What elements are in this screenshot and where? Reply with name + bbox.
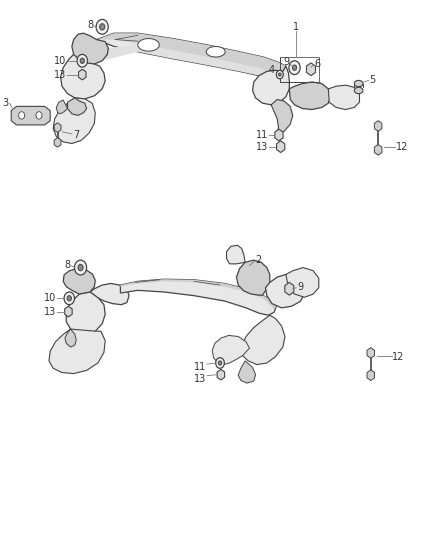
Polygon shape <box>212 335 250 365</box>
Polygon shape <box>60 54 105 99</box>
Polygon shape <box>57 100 67 114</box>
Polygon shape <box>237 260 270 295</box>
Polygon shape <box>66 292 105 334</box>
Ellipse shape <box>354 80 363 87</box>
Polygon shape <box>96 33 286 80</box>
Text: 2: 2 <box>255 255 262 265</box>
Polygon shape <box>102 45 267 76</box>
Circle shape <box>36 112 42 119</box>
Polygon shape <box>54 123 61 132</box>
Polygon shape <box>307 63 315 76</box>
Polygon shape <box>65 306 72 317</box>
Polygon shape <box>285 282 294 295</box>
Polygon shape <box>78 69 86 80</box>
Circle shape <box>77 54 88 67</box>
Text: 11: 11 <box>256 130 268 140</box>
Ellipse shape <box>354 87 363 94</box>
Text: 9: 9 <box>283 58 290 67</box>
Polygon shape <box>238 361 255 383</box>
Circle shape <box>78 264 83 271</box>
Text: 8: 8 <box>88 20 94 30</box>
Text: 6: 6 <box>314 59 321 69</box>
Circle shape <box>218 361 222 365</box>
Text: 1: 1 <box>293 22 299 32</box>
Polygon shape <box>49 329 105 374</box>
Circle shape <box>74 260 87 275</box>
Polygon shape <box>276 141 285 152</box>
Text: 4: 4 <box>268 66 275 75</box>
Polygon shape <box>271 100 293 135</box>
Text: 13: 13 <box>54 70 66 79</box>
Polygon shape <box>120 279 276 316</box>
Polygon shape <box>328 85 360 110</box>
Text: 11: 11 <box>194 362 206 372</box>
Polygon shape <box>226 245 245 264</box>
Circle shape <box>67 296 71 301</box>
Polygon shape <box>65 329 76 347</box>
Polygon shape <box>72 33 108 64</box>
Circle shape <box>18 112 25 119</box>
Polygon shape <box>367 370 374 381</box>
Polygon shape <box>217 369 225 380</box>
Polygon shape <box>96 33 286 75</box>
Polygon shape <box>53 98 95 143</box>
Text: 10: 10 <box>54 56 66 66</box>
Circle shape <box>64 292 74 305</box>
Circle shape <box>96 19 108 34</box>
Polygon shape <box>63 269 95 294</box>
Circle shape <box>279 73 281 76</box>
Text: 8: 8 <box>64 261 71 270</box>
Text: 13: 13 <box>194 374 206 384</box>
Circle shape <box>215 358 224 368</box>
Text: 7: 7 <box>73 130 79 140</box>
Polygon shape <box>138 38 159 51</box>
Circle shape <box>99 23 105 30</box>
Circle shape <box>276 70 283 79</box>
Polygon shape <box>253 66 290 105</box>
Polygon shape <box>265 274 304 308</box>
Circle shape <box>289 61 300 75</box>
Polygon shape <box>67 98 87 115</box>
Polygon shape <box>374 120 382 131</box>
Text: 10: 10 <box>44 293 57 303</box>
Polygon shape <box>374 144 382 155</box>
Polygon shape <box>120 279 276 309</box>
Polygon shape <box>11 107 50 125</box>
Polygon shape <box>206 46 225 57</box>
Polygon shape <box>90 284 129 305</box>
Polygon shape <box>290 82 331 110</box>
Polygon shape <box>242 316 285 365</box>
Text: 3: 3 <box>3 98 9 108</box>
Text: 12: 12 <box>392 352 405 361</box>
Text: 9: 9 <box>297 281 303 292</box>
Polygon shape <box>286 268 319 297</box>
Text: 5: 5 <box>370 75 376 85</box>
Text: 13: 13 <box>256 142 268 152</box>
Circle shape <box>293 65 297 70</box>
Polygon shape <box>275 129 283 141</box>
Polygon shape <box>54 138 61 147</box>
Circle shape <box>80 58 85 63</box>
Text: 12: 12 <box>396 142 408 152</box>
Text: 13: 13 <box>44 306 57 317</box>
Polygon shape <box>367 348 374 358</box>
